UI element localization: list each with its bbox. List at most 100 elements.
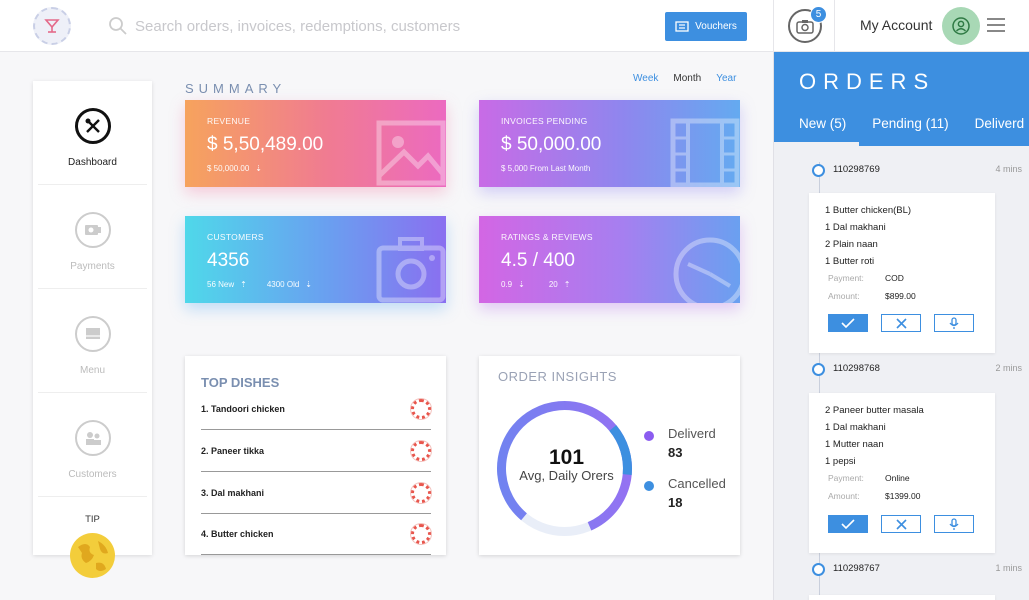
order-insights-panel: ORDER INSIGHTS 101 Avg, Daily Orers Deli…	[479, 356, 740, 555]
order-id: 110298768	[833, 363, 880, 374]
ratings-card[interactable]: RATINGS & REVIEWS 4.5 / 400 0.9 ⇣ 20 ⇡	[479, 216, 740, 303]
panel-title: ORDER INSIGHTS	[498, 369, 617, 384]
list-item[interactable]: 1. Tandoori chicken	[201, 388, 431, 430]
orders-title: ORDERS	[799, 69, 936, 94]
customers-icon	[74, 420, 111, 456]
period-week[interactable]: Week	[633, 73, 659, 84]
amount-label: Amount:	[828, 291, 860, 301]
amount-value: $1399.00	[885, 491, 921, 501]
list-item[interactable]: 3. Dal makhani	[201, 472, 431, 514]
payment-value: Online	[885, 473, 910, 483]
legend-count: 83	[668, 445, 683, 460]
reject-order-button[interactable]	[881, 314, 921, 332]
list-item[interactable]: 2. Paneer tikka	[201, 430, 431, 472]
hamburger-menu-icon[interactable]	[987, 18, 1005, 32]
tab-label: Pending	[872, 116, 922, 131]
order-id: 110298769	[833, 164, 880, 175]
invoices-pending-card[interactable]: INVOICES PENDING $ 50,000.00 $ 5,000 Fro…	[479, 100, 740, 187]
legend-dot	[644, 481, 654, 491]
order-item: 1 Butter chicken(BL)	[825, 205, 912, 216]
old-customers: 4300 Old	[266, 280, 300, 289]
sidebar-item-customers[interactable]: Customers	[38, 393, 147, 497]
summary-title: SUMMARY	[185, 81, 287, 96]
my-account-link[interactable]: My Account	[860, 17, 933, 33]
search-input[interactable]	[135, 12, 635, 40]
sidebar-item-menu[interactable]: Menu	[38, 289, 147, 393]
tab-count: (11)	[925, 116, 949, 131]
app-logo[interactable]	[33, 7, 71, 45]
order-row[interactable]: 110298768 2 mins	[812, 362, 1022, 378]
check-icon	[841, 318, 855, 328]
period-month[interactable]: Month	[673, 73, 702, 84]
revenue-card[interactable]: REVENUE $ 5,50,489.00 $ 50,000.00 ⇣	[185, 100, 446, 187]
order-id: 110298767	[833, 563, 880, 574]
card-label: RATINGS & REVIEWS	[501, 232, 593, 242]
card-subtext: 56 New ⇡ 4300 Old ⇣	[207, 280, 312, 289]
payment-row: Payment: COD	[828, 273, 904, 283]
order-time: 4 mins	[995, 164, 1022, 174]
order-row[interactable]: 110298769 4 mins	[812, 163, 1022, 179]
clock-icon	[673, 237, 740, 303]
notification-badge: 5	[810, 6, 827, 23]
order-card	[809, 595, 995, 600]
avatar[interactable]	[942, 7, 980, 45]
vouchers-button[interactable]: Vouchers	[665, 12, 747, 41]
sidebar: Dashboard Payments Menu Customers TIP	[33, 81, 152, 555]
avg-daily-orders-value: 101	[548, 446, 585, 469]
donut-center: 101 Avg, Daily Orers	[504, 446, 629, 483]
trend-arrow-icon: ⇣	[255, 164, 262, 173]
avg-daily-orders-label: Avg, Daily Orers	[519, 468, 614, 483]
order-actions	[828, 515, 974, 533]
sidebar-item-label: Menu	[79, 365, 105, 376]
accept-order-button[interactable]	[828, 515, 868, 533]
period-year[interactable]: Year	[716, 73, 737, 84]
sidebar-item-label: Customers	[68, 469, 117, 480]
orders-header: ORDERS New (5) Pending (11) Deliverd	[774, 52, 1029, 146]
call-order-button[interactable]	[934, 314, 974, 332]
sidebar-item-label: Payments	[70, 261, 115, 272]
payments-icon	[74, 212, 111, 248]
tab-deliverd[interactable]: Deliverd	[975, 116, 1025, 131]
accept-order-button[interactable]	[828, 314, 868, 332]
orders-tabs: New (5) Pending (11) Deliverd	[799, 116, 1024, 131]
order-time: 1 mins	[995, 563, 1022, 573]
legend-dot	[644, 431, 654, 441]
customers-card[interactable]: CUSTOMERS 4356 56 New ⇡ 4300 Old ⇣	[185, 216, 446, 303]
voucher-icon	[675, 21, 689, 32]
active-tab-indicator	[774, 142, 859, 146]
sidebar-item-payments[interactable]: Payments	[38, 185, 147, 289]
donut-cancelled-arc	[497, 401, 632, 536]
payment-label: Payment:	[828, 473, 864, 483]
amount-value: $899.00	[885, 291, 916, 301]
trend-arrow-icon: ⇡	[563, 280, 571, 289]
amount-row: Amount: $899.00	[828, 291, 916, 301]
notifications-button[interactable]: 5	[788, 6, 827, 43]
list-item[interactable]: 4. Butter chicken	[201, 513, 431, 555]
user-icon	[952, 17, 970, 35]
order-item: 1 Dal makhani	[825, 422, 886, 433]
amount-row: Amount: $1399.00	[828, 491, 920, 501]
tab-new[interactable]: New (5)	[799, 116, 846, 131]
tip-label: TIP	[85, 514, 100, 525]
order-row[interactable]: 110298767 1 mins	[812, 562, 1022, 578]
legend-name: Deliverd	[668, 426, 716, 441]
order-actions	[828, 314, 974, 332]
globe-icon[interactable]	[70, 533, 115, 578]
check-icon	[841, 519, 855, 529]
reject-order-button[interactable]	[881, 515, 921, 533]
microphone-icon	[949, 517, 959, 530]
microphone-icon	[949, 316, 959, 329]
timeline-dot	[812, 363, 825, 376]
timeline-dot	[812, 563, 825, 576]
sidebar-item-dashboard[interactable]: Dashboard	[38, 81, 147, 185]
payment-label: Payment:	[828, 273, 864, 283]
call-order-button[interactable]	[934, 515, 974, 533]
tab-pending[interactable]: Pending (11)	[872, 116, 948, 131]
search-icon	[109, 17, 127, 35]
dish-name: 4. Butter chicken	[201, 528, 274, 539]
divider	[834, 0, 835, 52]
order-item: 2 Paneer butter masala	[825, 405, 924, 416]
order-items: 1 Butter chicken(BL) 1 Dal makhani 2 Pla…	[825, 202, 911, 270]
dashboard-icon	[74, 108, 111, 144]
tab-label: New	[799, 116, 827, 131]
